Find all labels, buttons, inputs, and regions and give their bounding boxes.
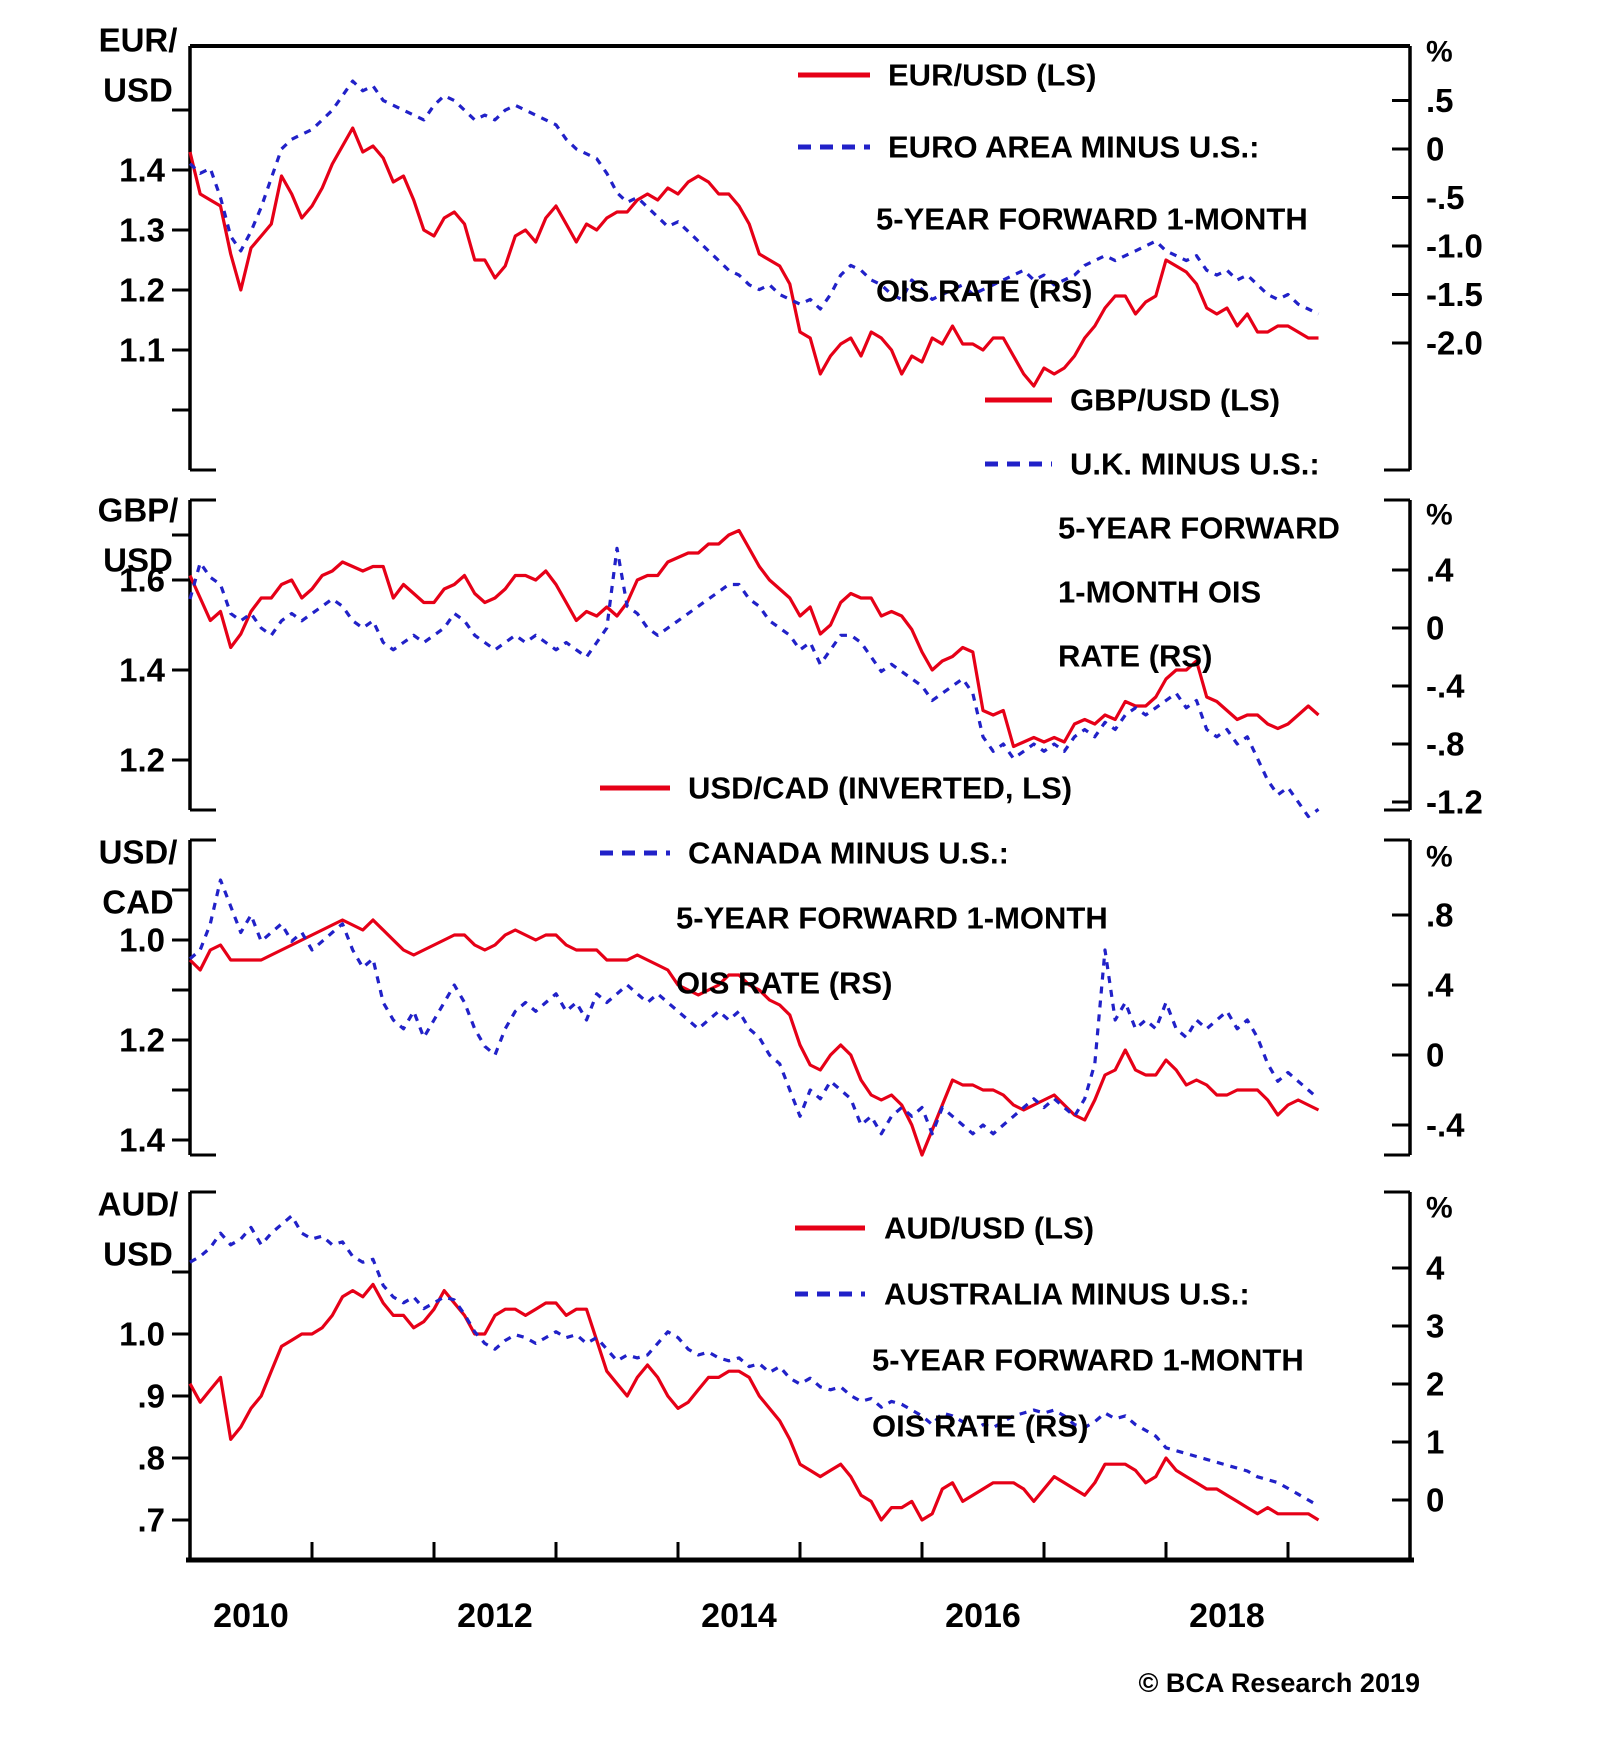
eur-usd-panel: 1.4 1.3 1.2 1.1% .5 0 -.5 -1.0 -1.5 -2.0 EUR/USD EU…	[99, 22, 1483, 472]
gbp-usd-right-tick--.4: -.4	[1426, 668, 1465, 705]
aud-usd-right-tick-2: 2	[1426, 1366, 1444, 1403]
aud-usd-left-tick-1.0: 1.0	[119, 1316, 165, 1353]
usd-cad-axis-title-line1: USD/	[99, 834, 178, 871]
eur-usd-right-tick--2.0: -2.0	[1426, 325, 1483, 362]
usd-cad-right-tick-.8: .8	[1426, 897, 1454, 934]
eur-usd-left-tick-1.1: 1.1	[119, 332, 165, 369]
eur-usd-right-tick-.5: .5	[1426, 82, 1454, 119]
eur-usd-legend: EUR/USD (LS) EURO AREA MINUS U.S.: 5-YEAR …	[798, 58, 1308, 309]
gbp-usd-line	[188, 528, 1320, 749]
usd-cad-right-tick-.4: .4	[1426, 967, 1454, 1004]
x-axis-year-2010: 2010	[213, 1597, 289, 1635]
gbp-usd-axis-title-line2: USD	[103, 542, 173, 579]
legend-euro-area-minus-u-s-5-year-forward-1-month-ois-rate-rs-line1: EURO AREA MINUS U.S.:	[888, 130, 1259, 165]
eur-usd-right-tick--1.5: -1.5	[1426, 276, 1483, 313]
legend-australia-minus-u-s-5-year-forward-1-month-ois-rate-rs-line3: OIS RATE (RS)	[872, 1409, 1088, 1444]
gbp-usd-left-tick-1.2: 1.2	[119, 742, 165, 779]
aud-usd-line	[188, 1282, 1320, 1522]
gbp-usd-panel: 1.6 1.4 1.2% .4 0 -.4 -.8 -1.2 GBP/USD GBP/USD (L…	[98, 383, 1483, 821]
gbp-usd-right-tick-.4: .4	[1426, 552, 1454, 589]
legend-u-k-minus-u-s-5-year-forward-1-month-ois-rate-rs-line4: RATE (RS)	[1058, 639, 1212, 674]
gbp-usd-left-tick-1.4: 1.4	[119, 652, 166, 689]
eur-usd-right-tick--.5: -.5	[1426, 179, 1465, 216]
eur-usd-line	[188, 126, 1319, 388]
eur-usd-right-tick-labels: % .5 0 -.5 -1.0 -1.5 -2.0	[1392, 36, 1483, 362]
x-axis-year-2012: 2012	[457, 1597, 533, 1635]
legend-u-k-minus-u-s-5-year-forward-1-month-ois-rate-rs-line3: 1-MONTH OIS	[1058, 575, 1261, 610]
usd-cad-left-tick-1.2: 1.2	[119, 1022, 165, 1059]
usd-cad-left-tick-labels: 1.0 1.2 1.4	[119, 888, 190, 1159]
usd-cad-left-tick-1.4: 1.4	[119, 1122, 166, 1159]
eur-usd-right-axis-unit: %	[1426, 36, 1453, 69]
aud-usd-axis-title-line2: USD	[103, 1236, 173, 1273]
eur-usd-axis-title-line2: USD	[103, 72, 173, 109]
eur-usd-left-tick-labels: 1.4 1.3 1.2 1.1	[119, 108, 190, 412]
x-axis: 2010 2012 2014 2016 2018	[186, 1542, 1414, 1635]
eur-usd-left-tick-1.4: 1.4	[119, 152, 166, 189]
gbp-usd-right-tick--1.2: -1.2	[1426, 784, 1483, 821]
x-axis-year-2014: 2014	[701, 1597, 777, 1635]
copyright-note: © BCA Research 2019	[1138, 1668, 1420, 1698]
legend-canada-minus-u-s-5-year-forward-1-month-ois-rate-rs-line1: CANADA MINUS U.S.:	[688, 836, 1009, 871]
legend-u-k-minus-u-s-5-year-forward-1-month-ois-rate-rs-line1: U.K. MINUS U.S.:	[1070, 447, 1320, 482]
usd-cad-right-tick--.4: -.4	[1426, 1107, 1465, 1144]
eur-usd-right-tick-0: 0	[1426, 131, 1444, 168]
usd-cad-panel: 1.0 1.2 1.4% .8 .4 0 -.4 USD/CAD USD/CAD (INVERT…	[99, 771, 1466, 1159]
eur-usd-right-tick--1.0: -1.0	[1426, 228, 1483, 265]
aud-usd-right-axis-unit: %	[1426, 1192, 1453, 1225]
gbp-usd-right-tick--.8: -.8	[1426, 726, 1465, 763]
legend-canada-minus-u-s-5-year-forward-1-month-ois-rate-rs-line3: OIS RATE (RS)	[676, 966, 892, 1001]
legend-australia-minus-u-s-5-year-forward-1-month-ois-rate-rs-line1: AUSTRALIA MINUS U.S.:	[884, 1277, 1250, 1312]
eur-usd-axis-title-line1: EUR/	[99, 22, 178, 59]
gbp-usd-axis-title-line1: GBP/	[98, 492, 179, 529]
usd-cad-legend: USD/CAD (INVERTED, LS) CANADA MINUS U.S.:…	[600, 771, 1108, 1001]
legend-eur-usd-ls-line1: EUR/USD (LS)	[888, 58, 1096, 93]
euro-area-minus-u-s-5-year-forward-1-month-ois-rate-line	[188, 79, 1320, 316]
usd-cad-right-tick-0: 0	[1426, 1037, 1444, 1074]
gbp-usd-left-tick-labels: 1.6 1.4 1.2	[119, 533, 190, 779]
legend-usd-cad-inverted-ls-line1: USD/CAD (INVERTED, LS)	[688, 771, 1072, 806]
legend-euro-area-minus-u-s-5-year-forward-1-month-ois-rate-rs-line3: OIS RATE (RS)	[876, 274, 1092, 309]
aud-usd-left-tick-labels: 1.0 .9 .8 .7	[119, 1270, 190, 1539]
usd-cad-inverted-line	[188, 918, 1320, 1157]
gbp-usd-right-axis-unit: %	[1426, 499, 1453, 532]
legend-euro-area-minus-u-s-5-year-forward-1-month-ois-rate-rs-line2: 5-YEAR FORWARD 1-MONTH	[876, 202, 1308, 237]
gbp-usd-legend: GBP/USD (LS) U.K. MINUS U.S.: 5-YEAR FORWA…	[985, 383, 1340, 674]
aud-usd-right-tick-0: 0	[1426, 1482, 1444, 1519]
aud-usd-panel: 1.0 .9 .8 .7% 4 3 2 1 0 AUD/USD AUD/USD (LS) AUSTRA…	[98, 1186, 1453, 1560]
legend-australia-minus-u-s-5-year-forward-1-month-ois-rate-rs-line2: 5-YEAR FORWARD 1-MONTH	[872, 1343, 1304, 1378]
usd-cad-left-tick-1.0: 1.0	[119, 922, 165, 959]
usd-cad-right-axis-unit: %	[1426, 841, 1453, 874]
aud-usd-legend: AUD/USD (LS) AUSTRALIA MINUS U.S.: 5-YEAR …	[795, 1211, 1304, 1444]
legend-aud-usd-ls-line1: AUD/USD (LS)	[884, 1211, 1094, 1246]
legend-canada-minus-u-s-5-year-forward-1-month-ois-rate-rs-line2: 5-YEAR FORWARD 1-MONTH	[676, 901, 1108, 936]
aud-usd-left-tick-.9: .9	[137, 1378, 165, 1415]
usd-cad-axis-title-line2: CAD	[102, 884, 174, 921]
x-axis-year-2016: 2016	[945, 1597, 1021, 1635]
aud-usd-right-tick-3: 3	[1426, 1308, 1444, 1345]
gbp-usd-left-tick-1.6: 1.6	[119, 562, 165, 599]
legend-gbp-usd-ls-line1: GBP/USD (LS)	[1070, 383, 1280, 418]
aud-usd-right-tick-1: 1	[1426, 1424, 1444, 1461]
aud-usd-left-tick-.8: .8	[137, 1440, 165, 1477]
canada-minus-u-s-5-year-forward-1-month-ois-rate-line	[188, 878, 1320, 1136]
aud-usd-left-tick-.7: .7	[137, 1502, 165, 1539]
australia-minus-u-s-5-year-forward-1-month-ois-rate-line	[189, 1214, 1320, 1508]
gbp-usd-right-tick-labels: % .4 0 -.4 -.8 -1.2	[1392, 499, 1483, 821]
gbp-usd-right-tick-0: 0	[1426, 610, 1444, 647]
eur-usd-left-tick-1.2: 1.2	[119, 272, 165, 309]
aud-usd-axis-title-line1: AUD/	[98, 1186, 179, 1223]
aud-usd-right-tick-labels: % 4 3 2 1 0	[1392, 1192, 1453, 1519]
legend-u-k-minus-u-s-5-year-forward-1-month-ois-rate-rs-line2: 5-YEAR FORWARD	[1058, 511, 1340, 546]
u-k-minus-u-s-5-year-forward-1-month-ois-rate-line	[188, 546, 1320, 819]
aud-usd-right-tick-4: 4	[1426, 1250, 1445, 1287]
eur-usd-left-tick-1.3: 1.3	[119, 212, 165, 249]
usd-cad-right-tick-labels: % .8 .4 0 -.4	[1392, 841, 1465, 1144]
x-axis-year-2018: 2018	[1189, 1597, 1265, 1635]
